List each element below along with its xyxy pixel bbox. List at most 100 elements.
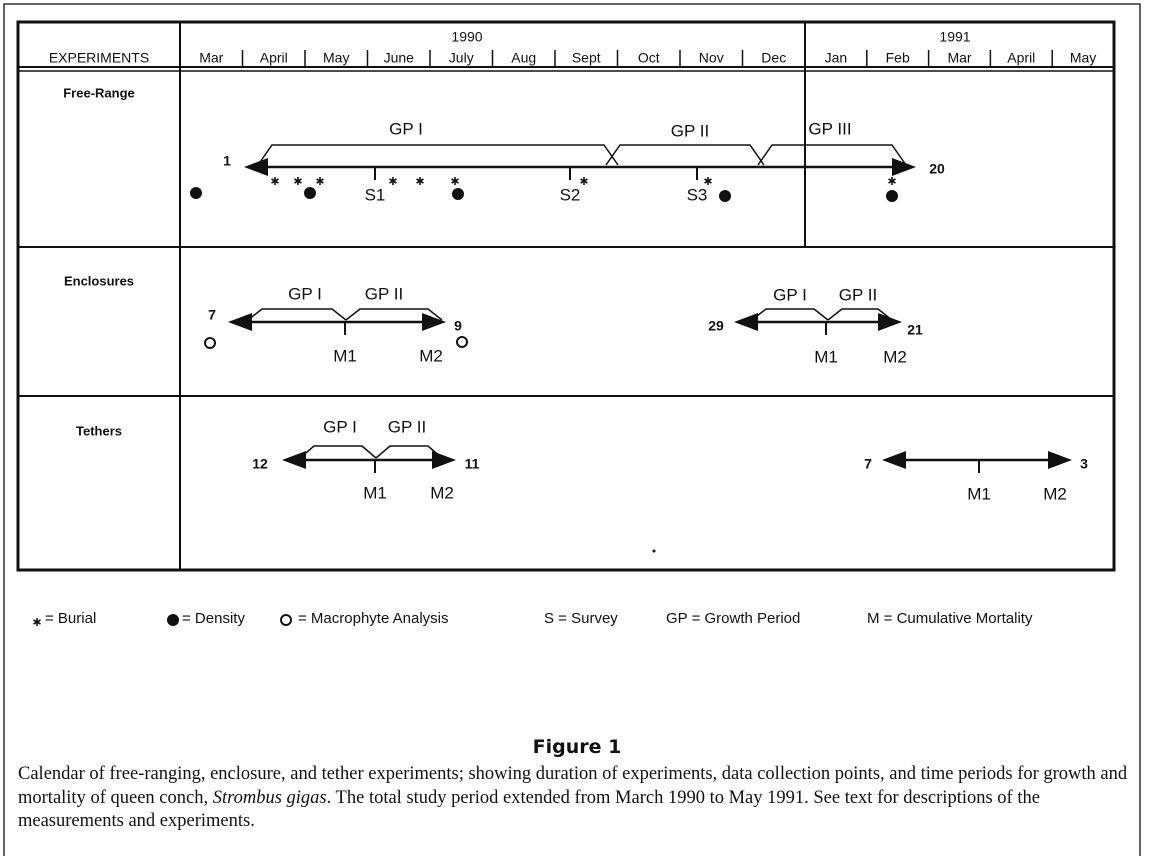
month-label: Nov bbox=[699, 50, 724, 66]
growth-bracket bbox=[757, 144, 907, 166]
growth-bracket bbox=[247, 308, 347, 321]
growth-bracket bbox=[299, 445, 377, 459]
macrophyte-mark bbox=[280, 614, 292, 626]
density-mark bbox=[719, 190, 731, 202]
column-label: EXPERIMENTS bbox=[49, 50, 149, 66]
month-label: April bbox=[1007, 50, 1035, 66]
caption-text: Calendar of free-ranging, enclosure, and… bbox=[18, 764, 1128, 808]
month-label: Oct bbox=[638, 50, 660, 66]
burial-mark bbox=[316, 178, 324, 184]
caption-text: . The total study period extended from M… bbox=[18, 787, 1040, 832]
endpoint-count: 21 bbox=[907, 322, 923, 338]
endpoint-count: 7 bbox=[864, 456, 872, 472]
growth-period-label: GP I bbox=[773, 285, 807, 304]
survey-label: S2 bbox=[560, 185, 581, 204]
growth-bracket bbox=[827, 308, 893, 321]
legend-item: S = Survey bbox=[544, 610, 618, 627]
growth-bracket bbox=[257, 144, 619, 166]
month-label: May bbox=[1070, 50, 1096, 66]
arrowhead bbox=[882, 451, 906, 469]
mortality-label: M2 bbox=[430, 483, 454, 502]
page-frame bbox=[3, 3, 1141, 856]
growth-period-label: GP II bbox=[388, 417, 426, 436]
caption-species: Strombus gigas bbox=[212, 787, 327, 808]
legend-item: = Macrophyte Analysis bbox=[298, 610, 449, 627]
growth-period-label: GP I bbox=[323, 417, 357, 436]
month-label: June bbox=[384, 50, 415, 66]
growth-bracket bbox=[605, 144, 765, 166]
arrowhead bbox=[878, 313, 902, 331]
month-label: July bbox=[449, 50, 474, 66]
month-label: Jan bbox=[825, 50, 848, 66]
stray-dot bbox=[652, 549, 656, 553]
arrowhead bbox=[734, 313, 758, 331]
burial-mark bbox=[271, 178, 279, 184]
month-label: Feb bbox=[886, 50, 910, 66]
endpoint-count: 12 bbox=[252, 456, 268, 472]
arrowhead bbox=[892, 158, 916, 176]
endpoint-count: 9 bbox=[454, 318, 462, 334]
growth-period-label: GP III bbox=[808, 119, 851, 138]
burial-mark bbox=[389, 178, 397, 184]
mortality-label: M1 bbox=[814, 347, 838, 366]
macrophyte-mark bbox=[204, 337, 216, 349]
legend-item: GP = Growth Period bbox=[666, 610, 800, 627]
density-mark bbox=[452, 188, 464, 200]
month-label: Dec bbox=[761, 50, 786, 66]
endpoint-count: 11 bbox=[465, 456, 480, 472]
month-label: Aug bbox=[511, 50, 536, 66]
year-label: 1990 bbox=[451, 29, 482, 45]
mortality-label: M1 bbox=[363, 483, 387, 502]
legend-item: = Density bbox=[182, 610, 245, 627]
mortality-label: M2 bbox=[419, 346, 443, 365]
arrowhead bbox=[422, 313, 446, 331]
caption: Calendar of free-ranging, enclosure, and… bbox=[18, 763, 1130, 834]
endpoint-count: 7 bbox=[208, 307, 216, 323]
month-label: Mar bbox=[199, 50, 223, 66]
density-mark bbox=[886, 190, 898, 202]
burial-mark bbox=[294, 178, 302, 184]
endpoint-count: 20 bbox=[929, 161, 945, 177]
burial-mark bbox=[33, 619, 41, 625]
density-mark bbox=[190, 187, 202, 199]
figure-label: Figure 1 bbox=[532, 736, 622, 758]
month-label: Sept bbox=[572, 50, 601, 66]
arrowhead bbox=[228, 313, 252, 331]
mortality-label: M2 bbox=[883, 347, 907, 366]
legend-marker bbox=[169, 616, 177, 624]
growth-period-label: GP I bbox=[389, 119, 423, 138]
mortality-label: M2 bbox=[1043, 484, 1067, 503]
month-label: Mar bbox=[947, 50, 971, 66]
burial-mark bbox=[888, 178, 896, 184]
growth-bracket bbox=[375, 445, 443, 459]
row-label: Free-Range bbox=[63, 85, 135, 100]
growth-period-label: GP I bbox=[288, 284, 322, 303]
burial-mark bbox=[704, 178, 712, 184]
row-label: Tethers bbox=[76, 423, 122, 438]
month-label: May bbox=[323, 50, 349, 66]
density-mark bbox=[304, 187, 316, 199]
burial-mark bbox=[451, 178, 459, 184]
growth-period-label: GP II bbox=[671, 121, 709, 140]
endpoint-count: 1 bbox=[223, 153, 231, 169]
legend-item: = Burial bbox=[45, 610, 96, 627]
endpoint-count: 3 bbox=[1080, 456, 1088, 472]
growth-bracket bbox=[751, 308, 829, 321]
growth-period-label: GP II bbox=[365, 284, 403, 303]
burial-mark bbox=[580, 178, 588, 184]
month-label: April bbox=[260, 50, 288, 66]
mortality-label: M1 bbox=[967, 484, 991, 503]
arrowhead bbox=[1048, 451, 1072, 469]
endpoint-count: 29 bbox=[708, 318, 724, 334]
legend-item: M = Cumulative Mortality bbox=[867, 610, 1033, 627]
burial-mark bbox=[416, 178, 424, 184]
macrophyte-mark bbox=[456, 336, 468, 348]
growth-period-label: GP II bbox=[839, 285, 877, 304]
growth-bracket bbox=[345, 308, 443, 321]
survey-label: S3 bbox=[687, 185, 708, 204]
mortality-label: M1 bbox=[333, 346, 357, 365]
table-border bbox=[16, 20, 1116, 572]
arrowhead bbox=[244, 158, 268, 176]
